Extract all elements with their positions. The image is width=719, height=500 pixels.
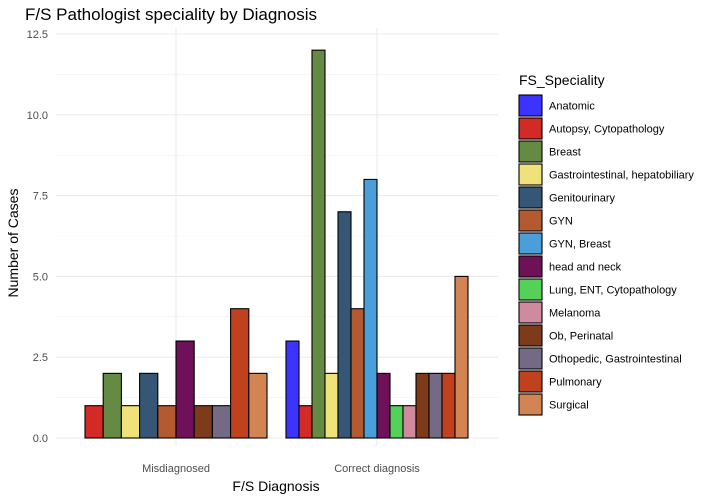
legend-label: head and neck xyxy=(549,262,622,274)
legend-key xyxy=(518,255,543,278)
legend-key xyxy=(518,278,543,301)
legend-label: Lung, ENT, Cytopathology xyxy=(549,285,677,297)
y-tick-label: 2.5 xyxy=(33,352,48,364)
bar xyxy=(454,275,469,439)
legend-key xyxy=(518,370,543,393)
bar xyxy=(428,372,443,439)
legend-label: Melanoma xyxy=(549,308,601,320)
legend-label: GYN xyxy=(549,216,573,228)
legend-label: GYN, Breast xyxy=(549,239,611,251)
legend-key xyxy=(518,347,543,370)
chart-title: F/S Pathologist speciality by Diagnosis xyxy=(25,5,317,24)
legend-key xyxy=(518,301,543,324)
x-axis-title: F/S Diagnosis xyxy=(232,478,319,494)
x-tick-label: Misdiagnosed xyxy=(142,463,210,475)
legend-key xyxy=(518,140,543,163)
bar xyxy=(84,405,104,439)
y-axis-title: Number of Cases xyxy=(5,189,21,298)
bar xyxy=(415,372,430,439)
legend-key xyxy=(518,324,543,347)
legend-key xyxy=(518,232,543,255)
y-tick-label: 5.0 xyxy=(33,271,48,283)
bar xyxy=(193,405,213,439)
y-tick-label: 12.5 xyxy=(27,29,48,41)
bar xyxy=(102,372,122,439)
legend-label: Othopedic, Gastrointestinal xyxy=(549,354,682,366)
legend-key xyxy=(518,186,543,209)
bar xyxy=(441,372,456,439)
y-tick-label: 0.0 xyxy=(33,433,48,445)
legend-label: Anatomic xyxy=(549,101,595,113)
bar xyxy=(248,372,268,439)
y-tick-label: 7.5 xyxy=(33,191,48,203)
x-tick-label: Correct diagnosis xyxy=(334,463,420,475)
legend-key xyxy=(518,94,543,117)
bar xyxy=(175,340,195,439)
bar xyxy=(311,49,326,439)
bar xyxy=(230,308,250,439)
legend-key xyxy=(518,393,543,416)
bar xyxy=(157,405,177,439)
legend-label: Surgical xyxy=(549,400,589,412)
bar xyxy=(324,372,339,439)
bar xyxy=(298,405,313,439)
bar xyxy=(285,340,300,439)
legend-key xyxy=(518,163,543,186)
legend-label: Ob, Perinatal xyxy=(549,331,613,343)
legend: Anatomic Autopsy, Cytopathology Breast Gast… xyxy=(518,94,694,416)
legend-label: Breast xyxy=(549,147,581,159)
x-axis-ticks: Misdiagnosed Correct diagnosis xyxy=(142,463,420,475)
legend-title: FS_Speciality xyxy=(519,72,605,88)
legend-key xyxy=(518,209,543,232)
bar xyxy=(389,405,404,439)
bar xyxy=(337,211,352,439)
legend-label: Autopsy, Cytopathology xyxy=(549,124,665,136)
legend-key xyxy=(518,117,543,140)
bar xyxy=(139,372,159,439)
legend-label: Pulmonary xyxy=(549,377,602,389)
legend-label: Genitourinary xyxy=(549,193,616,205)
bar xyxy=(402,405,417,439)
y-axis-ticks: 0.0 2.5 5.0 7.5 10.0 12.5 xyxy=(27,29,48,445)
bar xyxy=(211,405,232,439)
bar xyxy=(350,308,365,439)
bars xyxy=(84,49,469,439)
bar xyxy=(363,178,378,439)
y-tick-label: 10.0 xyxy=(27,110,48,122)
bar xyxy=(376,372,391,439)
bar xyxy=(120,405,141,439)
legend-label: Gastrointestinal, hepatobiliary xyxy=(549,170,694,182)
